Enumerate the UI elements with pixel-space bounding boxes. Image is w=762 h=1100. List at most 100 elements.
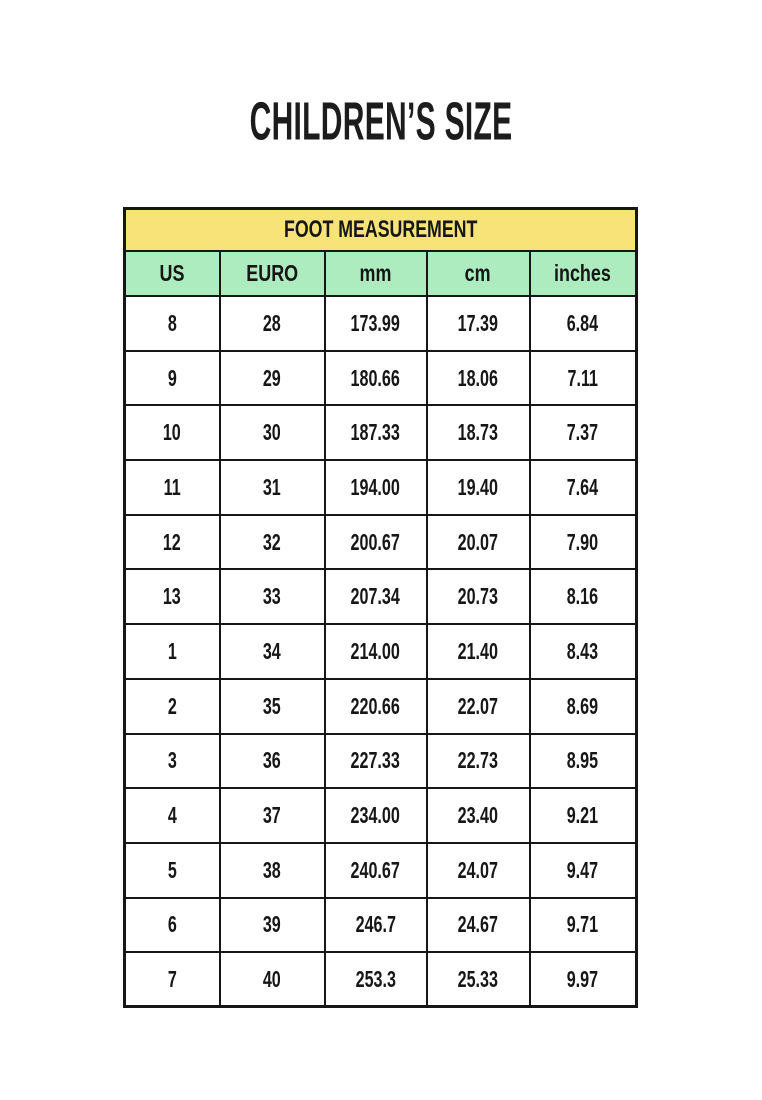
table-cell-value: 37 bbox=[263, 802, 281, 829]
column-header-mm: mm bbox=[323, 250, 428, 297]
table-cell: 1 bbox=[123, 623, 221, 680]
table-caption-text: FOOT MEASUREMENT bbox=[283, 216, 478, 243]
table-cell-value: 9 bbox=[167, 364, 177, 391]
table-cell-value: 8.16 bbox=[567, 583, 599, 610]
table-cell: 17.39 bbox=[425, 295, 531, 352]
table-cell-value: 227.33 bbox=[350, 747, 401, 774]
table-cell-value: 19.40 bbox=[457, 473, 499, 500]
table-cell: 246.7 bbox=[323, 896, 428, 954]
table-cell-value: 23.40 bbox=[457, 802, 499, 829]
table-cell: 25.33 bbox=[425, 951, 531, 1008]
table-cell-value: 180.66 bbox=[350, 364, 401, 391]
table-cell: 173.99 bbox=[323, 295, 428, 352]
table-row: 12 32 200.67 20.07 7.90 bbox=[123, 513, 638, 571]
table-cell-value: 30 bbox=[263, 419, 281, 446]
table-cell: 9.71 bbox=[528, 896, 638, 954]
table-cell-value: 6 bbox=[167, 911, 177, 938]
table-cell-value: 1 bbox=[167, 637, 177, 664]
table-row: 4 37 234.00 23.40 9.21 bbox=[123, 787, 638, 844]
table-cell: 12 bbox=[123, 513, 221, 571]
table-cell-value: 40 bbox=[263, 965, 281, 992]
table-cell: 11 bbox=[123, 459, 221, 516]
table-cell: 8.43 bbox=[528, 623, 638, 680]
table-cell: 9 bbox=[123, 349, 221, 407]
table-cell: 180.66 bbox=[323, 349, 428, 407]
table-row: 6 39 246.7 24.67 9.71 bbox=[123, 896, 638, 954]
table-cell-value: 21.40 bbox=[457, 637, 499, 664]
table-cell: 5 bbox=[123, 841, 221, 899]
table-cell-value: 24.07 bbox=[457, 856, 499, 883]
table-cell: 7 bbox=[123, 951, 221, 1008]
table-cell: 3 bbox=[123, 732, 221, 790]
page-title-text: CHILDREN’S SIZE bbox=[249, 90, 513, 152]
table-cell: 2 bbox=[123, 677, 221, 735]
table-cell: 20.73 bbox=[425, 568, 531, 626]
table-cell-value: 9.71 bbox=[567, 911, 599, 938]
table-caption: FOOT MEASUREMENT bbox=[123, 207, 638, 252]
table-cell: 220.66 bbox=[323, 677, 428, 735]
table-cell: 227.33 bbox=[323, 732, 428, 790]
table-cell: 8.95 bbox=[528, 732, 638, 790]
table-cell-value: 10 bbox=[163, 419, 182, 446]
table-cell-value: 29 bbox=[263, 364, 281, 391]
table-cell-value: 5 bbox=[167, 856, 177, 883]
table-cell-value: 22.73 bbox=[457, 747, 499, 774]
table-cell: 240.67 bbox=[323, 841, 428, 899]
table-cell: 38 bbox=[218, 841, 326, 899]
table-cell: 18.73 bbox=[425, 404, 531, 462]
column-header-euro: EURO bbox=[218, 250, 326, 297]
table-cell-value: 28 bbox=[263, 309, 281, 336]
table-cell: 33 bbox=[218, 568, 326, 626]
table-cell: 34 bbox=[218, 623, 326, 680]
table-cell-value: 7.90 bbox=[567, 528, 599, 555]
table-cell: 40 bbox=[218, 951, 326, 1008]
table-cell-value: 187.33 bbox=[350, 419, 401, 446]
page-title: CHILDREN’S SIZE bbox=[0, 82, 762, 160]
table-row: 7 40 253.3 25.33 9.97 bbox=[123, 951, 638, 1008]
table-cell: 31 bbox=[218, 459, 326, 516]
table-cell-value: 25.33 bbox=[457, 965, 499, 992]
table-cell-value: 39 bbox=[263, 911, 281, 938]
table-cell: 9.21 bbox=[528, 787, 638, 844]
table-cell: 6.84 bbox=[528, 295, 638, 352]
table-row: 13 33 207.34 20.73 8.16 bbox=[123, 568, 638, 626]
caption-row: FOOT MEASUREMENT bbox=[123, 207, 638, 252]
column-header-label: US bbox=[159, 260, 185, 286]
table-cell-value: 6.84 bbox=[567, 309, 599, 336]
table-cell: 9.97 bbox=[528, 951, 638, 1008]
table-cell: 23.40 bbox=[425, 787, 531, 844]
table-cell-value: 33 bbox=[263, 583, 281, 610]
table-cell-value: 4 bbox=[167, 802, 177, 829]
table-cell-value: 17.39 bbox=[457, 309, 499, 336]
table-cell-value: 13 bbox=[163, 583, 182, 610]
table-cell: 10 bbox=[123, 404, 221, 462]
table-cell: 20.07 bbox=[425, 513, 531, 571]
table-cell-value: 35 bbox=[263, 692, 281, 719]
column-header-label: EURO bbox=[246, 260, 298, 286]
column-header-cm: cm bbox=[425, 250, 531, 297]
header-row: US EURO mm cm inches bbox=[123, 250, 638, 297]
table-cell-value: 11 bbox=[163, 473, 181, 500]
table-cell-value: 7.37 bbox=[567, 419, 599, 446]
table-cell: 4 bbox=[123, 787, 221, 844]
table-cell-value: 12 bbox=[163, 528, 182, 555]
table-cell: 7.37 bbox=[528, 404, 638, 462]
table-cell: 234.00 bbox=[323, 787, 428, 844]
table-cell: 207.34 bbox=[323, 568, 428, 626]
table-cell: 29 bbox=[218, 349, 326, 407]
table-cell: 214.00 bbox=[323, 623, 428, 680]
table-cell-value: 9.97 bbox=[567, 965, 599, 992]
table-cell-value: 20.73 bbox=[457, 583, 499, 610]
table-cell: 39 bbox=[218, 896, 326, 954]
table-cell-value: 38 bbox=[263, 856, 281, 883]
table-cell: 35 bbox=[218, 677, 326, 735]
table-cell: 8.69 bbox=[528, 677, 638, 735]
table-cell: 9.47 bbox=[528, 841, 638, 899]
table-cell: 36 bbox=[218, 732, 326, 790]
table-cell: 194.00 bbox=[323, 459, 428, 516]
table-row: 1 34 214.00 21.40 8.43 bbox=[123, 623, 638, 680]
table-cell-value: 200.67 bbox=[350, 528, 401, 555]
table-cell: 8.16 bbox=[528, 568, 638, 626]
table-cell-value: 32 bbox=[263, 528, 281, 555]
